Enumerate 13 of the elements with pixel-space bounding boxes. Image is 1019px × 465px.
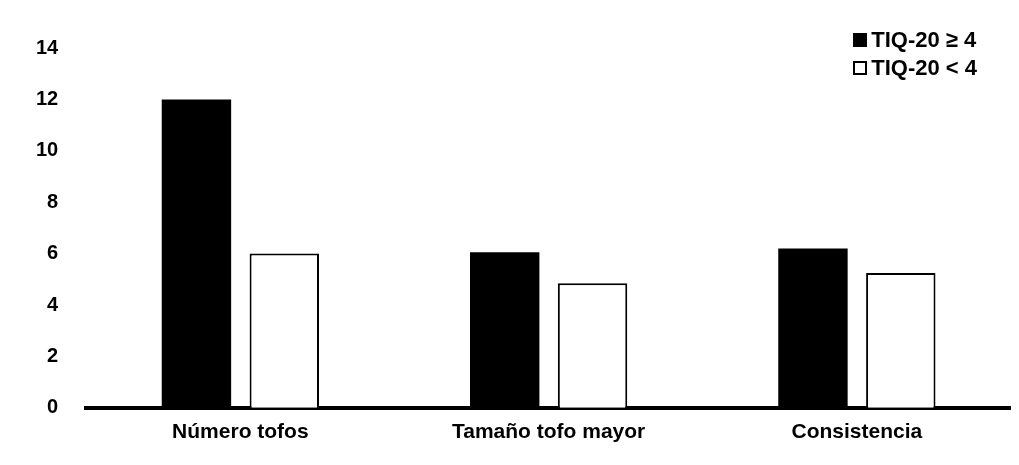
y-tick-label: 14 bbox=[36, 35, 60, 58]
y-tick-label: 12 bbox=[36, 86, 59, 109]
legend-label: TIQ-20 ≥ 4 bbox=[871, 26, 977, 54]
x-tick-label: Número tofos bbox=[172, 419, 309, 443]
y-tick-label: 4 bbox=[47, 292, 60, 315]
y-tick-label: 8 bbox=[47, 189, 59, 212]
x-tick-label: Tamaño tofo mayor bbox=[451, 419, 646, 443]
y-tick-label: 10 bbox=[36, 138, 59, 161]
y-tick-label: 6 bbox=[47, 241, 59, 264]
y-tick-label: 2 bbox=[47, 343, 59, 366]
x-tick-label: Consistencia bbox=[791, 419, 923, 443]
legend-label: TIQ-20 < 4 bbox=[871, 54, 977, 82]
y-tick-label: 0 bbox=[47, 395, 59, 418]
